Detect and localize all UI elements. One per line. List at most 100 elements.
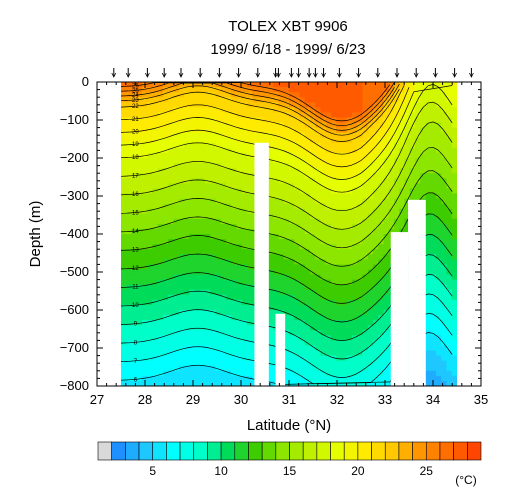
field-cell bbox=[152, 375, 159, 382]
field-cell bbox=[189, 137, 196, 144]
field-cell bbox=[294, 117, 301, 124]
field-cell bbox=[325, 259, 332, 265]
colorbar-tick-label: 5 bbox=[149, 464, 156, 478]
field-cell bbox=[268, 158, 274, 164]
field-cell bbox=[378, 228, 385, 235]
field-cell bbox=[425, 269, 432, 276]
field-cell bbox=[357, 178, 364, 184]
x-tick-label: 27 bbox=[90, 392, 104, 407]
field-cell bbox=[178, 122, 185, 129]
field-cell bbox=[136, 380, 143, 386]
field-cell bbox=[136, 345, 143, 352]
field-cell bbox=[352, 360, 358, 367]
field-cell bbox=[310, 299, 316, 306]
field-cell bbox=[194, 158, 201, 164]
field-cell bbox=[352, 218, 358, 225]
field-cell bbox=[436, 284, 442, 291]
field-cell bbox=[383, 294, 390, 301]
field-cell bbox=[220, 289, 227, 296]
field-cell bbox=[247, 325, 253, 331]
field-cell bbox=[241, 178, 248, 184]
field-cell bbox=[231, 269, 238, 276]
field-cell bbox=[304, 345, 311, 352]
field-cell bbox=[226, 365, 232, 372]
field-cell bbox=[273, 198, 280, 205]
field-cell bbox=[247, 299, 253, 306]
field-cell bbox=[367, 173, 374, 179]
field-cell bbox=[383, 97, 390, 103]
field-cell bbox=[415, 168, 421, 174]
field-cell bbox=[142, 137, 148, 144]
field-cell bbox=[430, 147, 437, 154]
field-cell bbox=[310, 218, 316, 225]
field-cell bbox=[283, 198, 290, 205]
field-cell bbox=[310, 304, 316, 311]
field-cell bbox=[194, 132, 201, 139]
field-cell bbox=[121, 274, 127, 281]
field-cell bbox=[373, 284, 379, 291]
field-cell bbox=[262, 92, 269, 98]
field-cell bbox=[399, 137, 406, 144]
field-cell bbox=[236, 178, 243, 184]
field-cell bbox=[325, 254, 332, 260]
field-cell bbox=[157, 193, 164, 200]
field-cell bbox=[436, 183, 442, 189]
field-cell bbox=[157, 345, 164, 352]
field-cell bbox=[283, 320, 290, 326]
field-cell bbox=[352, 279, 358, 286]
field-cell bbox=[178, 360, 185, 367]
field-cell bbox=[273, 188, 280, 195]
field-cell bbox=[210, 234, 217, 240]
field-cell bbox=[241, 340, 248, 347]
field-cell bbox=[126, 345, 133, 352]
field-cell bbox=[210, 355, 217, 362]
field-cell bbox=[310, 183, 316, 189]
field-cell bbox=[352, 244, 358, 250]
field-cell bbox=[425, 365, 432, 372]
field-cell bbox=[336, 92, 343, 98]
field-cell bbox=[346, 198, 353, 205]
field-cell bbox=[289, 183, 295, 189]
field-cell bbox=[315, 127, 322, 134]
field-cell bbox=[147, 188, 154, 195]
field-cell bbox=[152, 289, 159, 296]
isotherm-line bbox=[120, 146, 453, 249]
field-cell bbox=[231, 279, 238, 286]
field-cell bbox=[346, 183, 353, 189]
field-cell bbox=[163, 107, 169, 113]
field-cell bbox=[215, 97, 222, 103]
field-cell bbox=[373, 259, 379, 265]
field-cell bbox=[441, 127, 448, 134]
field-cell bbox=[215, 127, 222, 134]
field-cell bbox=[404, 147, 411, 154]
field-cell bbox=[178, 335, 185, 341]
field-cell bbox=[147, 304, 154, 311]
field-cell bbox=[220, 92, 227, 98]
field-cell bbox=[231, 193, 238, 200]
field-cell bbox=[283, 213, 290, 220]
field-cell bbox=[205, 259, 211, 265]
x-tick-label: 35 bbox=[474, 392, 488, 407]
field-cell bbox=[336, 193, 343, 200]
field-cell bbox=[163, 239, 169, 245]
field-cell bbox=[273, 284, 280, 291]
field-cell bbox=[373, 299, 379, 306]
field-cell bbox=[336, 163, 343, 169]
field-cell bbox=[394, 208, 400, 215]
field-cell bbox=[294, 173, 301, 179]
field-cell bbox=[299, 112, 306, 119]
field-cell bbox=[341, 147, 348, 154]
field-cell bbox=[278, 142, 285, 149]
field-cell bbox=[168, 228, 175, 235]
y-tick-label: 0 bbox=[82, 74, 89, 89]
field-cell bbox=[131, 274, 138, 281]
field-cell bbox=[294, 152, 301, 159]
field-cell bbox=[399, 127, 406, 134]
field-cell bbox=[336, 279, 343, 286]
field-cell bbox=[152, 299, 159, 306]
field-cell bbox=[126, 142, 133, 149]
field-cell bbox=[441, 259, 448, 265]
field-cell bbox=[373, 274, 379, 281]
field-cell bbox=[199, 284, 206, 291]
field-cell bbox=[147, 350, 154, 357]
